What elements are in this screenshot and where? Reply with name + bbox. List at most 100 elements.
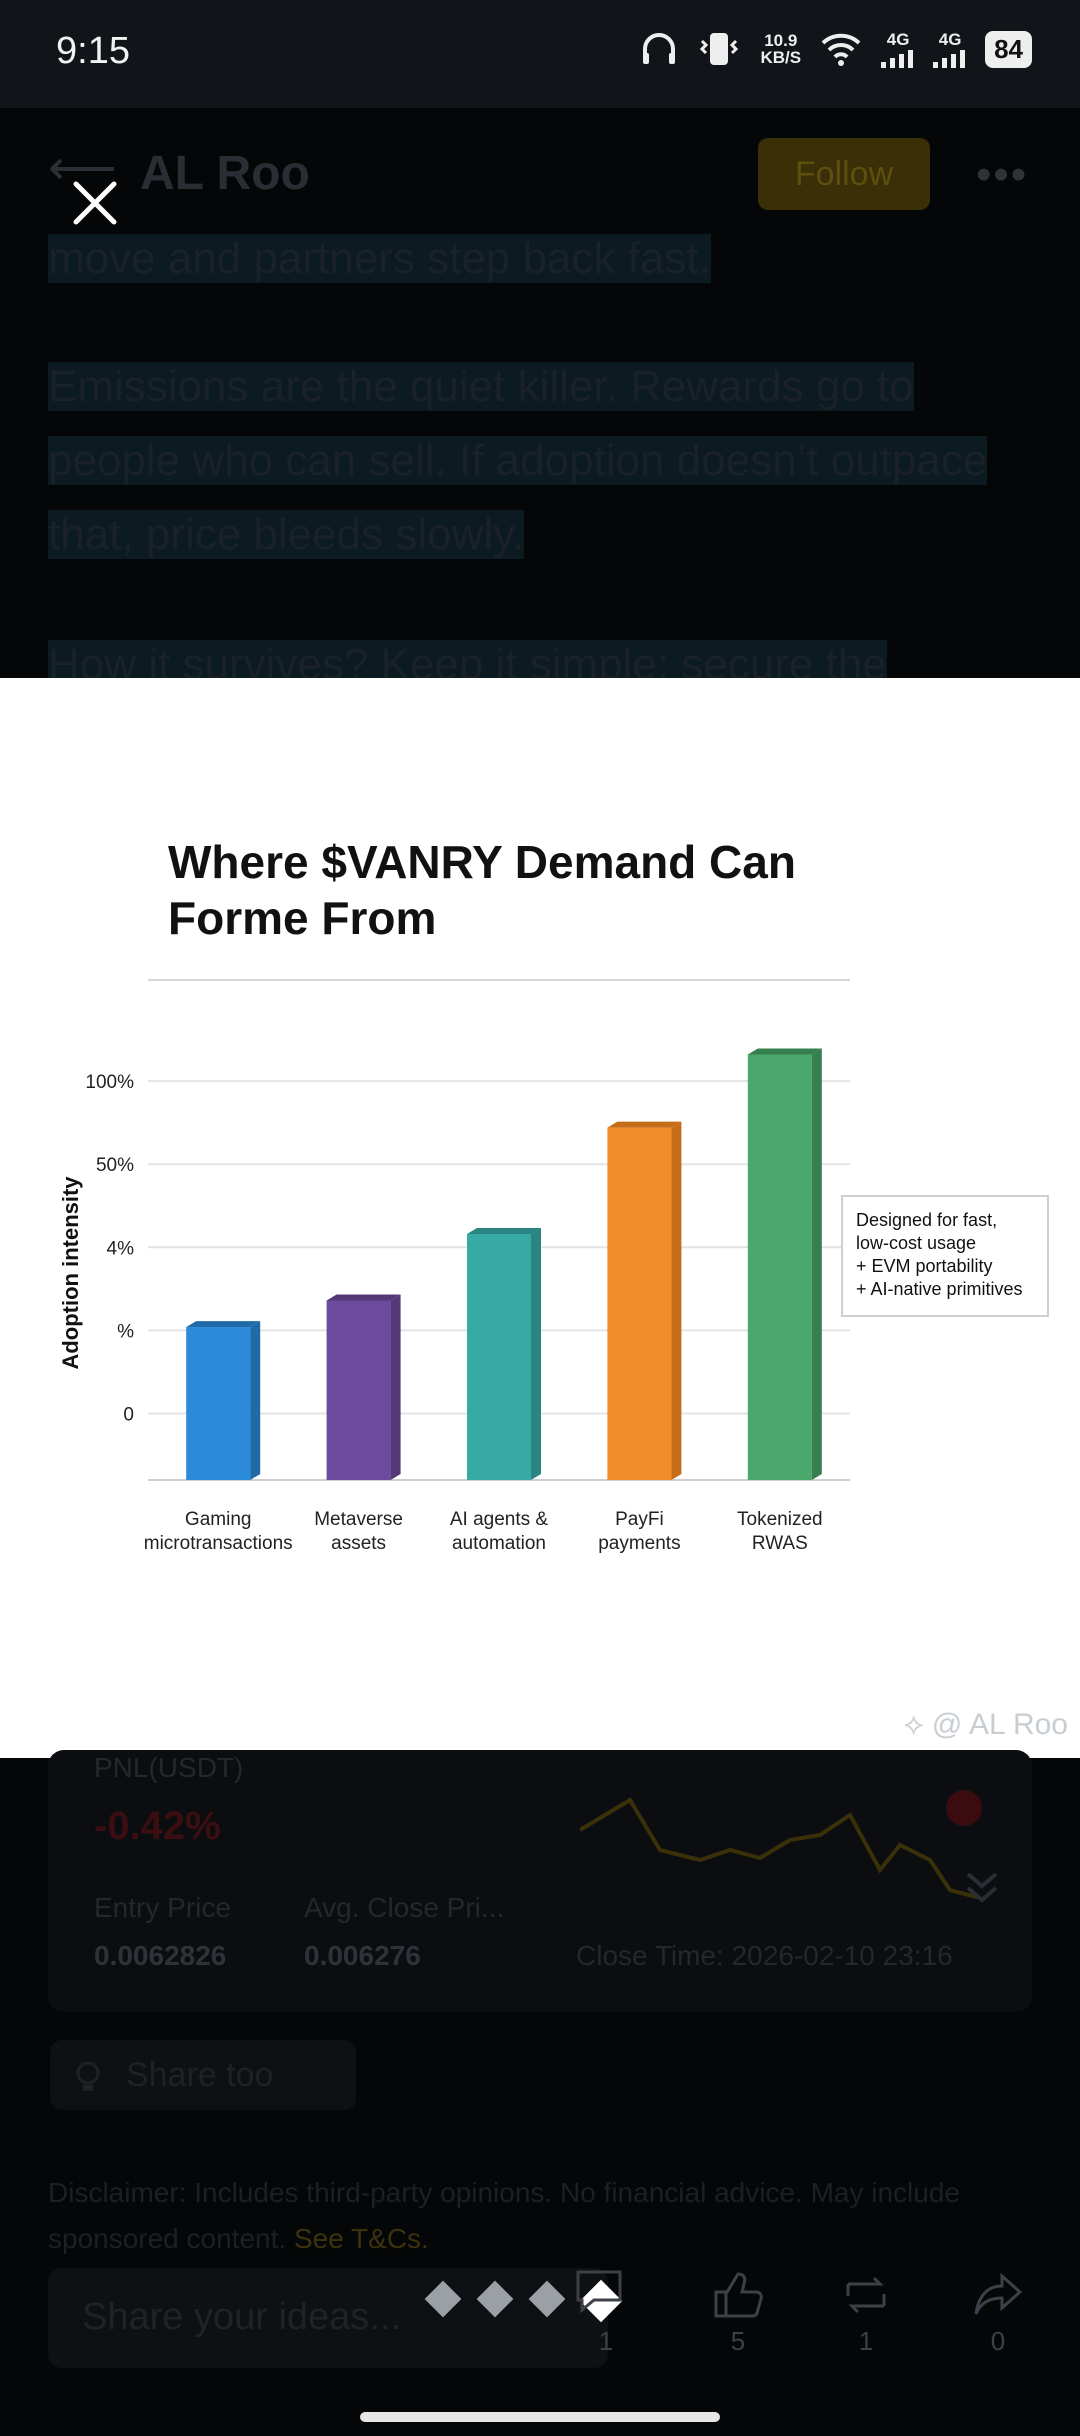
annotation-box (841, 1195, 1049, 1317)
bar-side (250, 1321, 261, 1480)
comment-count: 1 (598, 2326, 614, 2356)
entry-price-label: Entry Price (94, 1892, 231, 1923)
author-name[interactable]: AL Roo (140, 147, 310, 200)
close-icon[interactable] (68, 176, 122, 230)
cell-signal-1: 4G (881, 30, 915, 68)
more-options-icon[interactable]: ••• (976, 150, 1029, 199)
share-icon[interactable] (970, 2270, 1026, 2320)
y-tick-label: 50% (96, 1155, 134, 1176)
x-tick-label: automation (452, 1533, 546, 1554)
bar-top (326, 1294, 401, 1301)
clock: 9:15 (56, 30, 130, 72)
y-axis-label: Adoption intensity (58, 1176, 83, 1370)
chevron-down-icon[interactable] (962, 1866, 1002, 1906)
bar (326, 1300, 391, 1480)
signal-2-label: 4G (938, 30, 962, 49)
bar-side (811, 1048, 822, 1480)
signal-bars-icon (881, 50, 914, 68)
vibrate-icon (700, 33, 739, 65)
y-tick-label: 100% (85, 1072, 134, 1093)
pnl-label: PNL(USDT) (94, 1752, 244, 1783)
bar-side (531, 1228, 541, 1480)
share-too-label: Share too (126, 2056, 274, 2094)
entry-price-value: 0.0062826 (94, 1940, 227, 1971)
signal-bars-icon (933, 50, 966, 68)
x-tick-label: RWAS (752, 1533, 808, 1554)
like-count: 5 (730, 2326, 746, 2356)
annotation-text: + EVM portability (856, 1256, 993, 1276)
post-text-top: move and partners step back fast. (48, 234, 711, 283)
bar-side (671, 1121, 682, 1480)
x-tick-label: payments (598, 1533, 680, 1554)
bar (747, 1054, 812, 1480)
net-speed-value: 10.9 (764, 31, 798, 50)
x-tick-label: Tokenized (737, 1509, 823, 1530)
chart-title-line2: Forme From (168, 892, 436, 944)
repost-count: 1 (858, 2326, 874, 2356)
terms-link[interactable]: See T&Cs. (293, 2223, 429, 2254)
x-tick-label: assets (331, 1533, 386, 1554)
bar-top (467, 1228, 541, 1235)
status-bar: 9:15 10.9 KB/S 4G 4G 84 (0, 0, 1080, 108)
post-actions: 1 5 1 0 (560, 2270, 1060, 2380)
headphones-icon (643, 33, 676, 64)
x-tick-label: microtransactions (144, 1533, 293, 1554)
y-tick-label: 0 (123, 1405, 134, 1426)
bar (186, 1327, 251, 1480)
disclaimer-text: Disclaimer: Includes third-party opinion… (48, 2177, 960, 2254)
coin-badge-icon (946, 1790, 982, 1826)
bar-top (747, 1048, 822, 1055)
net-speed: 10.9 KB/S (760, 32, 801, 66)
pager-dot[interactable] (424, 2280, 462, 2318)
disclaimer: Disclaimer: Includes third-party opinion… (48, 2170, 1038, 2262)
post-text-mid: Emissions are the quiet killer. Rewards … (48, 362, 988, 559)
pnl-value: -0.42% (94, 1804, 221, 1848)
watermark-text: @ AL Roo (931, 1708, 1068, 1741)
post-paragraph-partial: How it survives? Keep it simple: secure … (48, 628, 1058, 678)
signal-1-label: 4G (886, 30, 910, 49)
bar-top (607, 1121, 682, 1128)
y-tick-label: % (117, 1321, 134, 1342)
like-icon[interactable] (710, 2270, 766, 2320)
annotation-text: low-cost usage (856, 1233, 976, 1253)
status-icons: 10.9 KB/S 4G 4G 84 (640, 30, 1032, 68)
pager-dot[interactable] (476, 2280, 514, 2318)
bar (467, 1234, 531, 1480)
pnl-sparkline (580, 1797, 980, 1900)
repost-icon[interactable] (838, 2270, 894, 2320)
post-paragraph-top: move and partners step back fast. (48, 222, 1058, 296)
image-viewer[interactable]: Where $VANRY Demand Can Forme From 0% 4% 50%… (0, 678, 1080, 1758)
y-tick-label: 4% (107, 1238, 135, 1259)
bar (607, 1127, 672, 1480)
trade-card[interactable] (48, 1750, 1032, 2012)
comment-input[interactable]: Share your ideas... (48, 2268, 608, 2368)
back-arrow-icon[interactable]: ⟵ (48, 142, 117, 195)
x-tick-label: Metaverse (314, 1509, 403, 1530)
home-indicator[interactable] (360, 2412, 720, 2422)
x-tick-label: AI agents & (450, 1509, 549, 1530)
annotation-text: + AI-native primitives (856, 1279, 1023, 1299)
follow-button[interactable]: Follow (758, 138, 930, 210)
chart-title-line1: Where $VANRY Demand Can (168, 836, 796, 888)
post-paragraph-mid: Emissions are the quiet killer. Rewards … (48, 350, 1058, 572)
x-tick-label: PayFi (615, 1509, 664, 1530)
x-tick-label: Gaming (185, 1509, 252, 1530)
comment-icon[interactable] (572, 2266, 632, 2316)
close-time: Close Time: 2026-02-10 23:16 (576, 1940, 953, 1971)
lightbulb-icon (76, 2061, 100, 2091)
comment-input-placeholder: Share your ideas... (82, 2296, 401, 2338)
annotation-text: Designed for fast, (856, 1210, 997, 1230)
watermark: ⟡ @ AL Roo (904, 1708, 1068, 1742)
battery-indicator: 84 (985, 30, 1032, 68)
wifi-icon (821, 33, 861, 66)
bar-side (390, 1294, 401, 1480)
bar-top (186, 1321, 261, 1328)
share-count: 0 (990, 2326, 1006, 2356)
avg-close-value: 0.006276 (304, 1940, 421, 1971)
share-too-button[interactable] (50, 2040, 356, 2110)
net-speed-unit: KB/S (760, 48, 802, 67)
cell-signal-2: 4G (933, 30, 967, 68)
post-text-partial: How it survives? Keep it simple: secure … (48, 640, 887, 678)
binance-square-icon: ⟡ (903, 1708, 924, 1741)
